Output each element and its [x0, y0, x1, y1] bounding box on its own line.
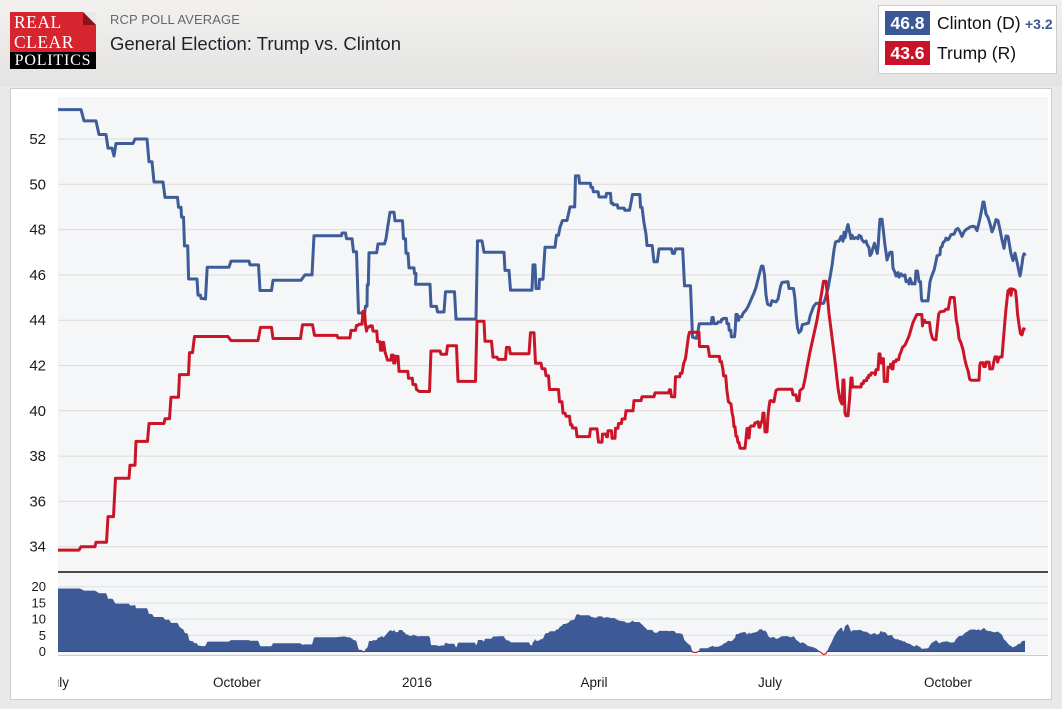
svg-text:5: 5: [39, 628, 46, 643]
svg-text:50: 50: [29, 176, 46, 193]
svg-text:July: July: [758, 675, 782, 690]
svg-text:52: 52: [29, 131, 46, 148]
svg-text:October: October: [213, 675, 262, 690]
svg-text:38: 38: [29, 448, 46, 465]
svg-text:10: 10: [32, 612, 46, 627]
svg-text:46: 46: [29, 267, 46, 284]
svg-text:October: October: [924, 675, 973, 690]
svg-text:42: 42: [29, 358, 46, 375]
svg-text:34: 34: [29, 539, 46, 556]
svg-text:40: 40: [29, 403, 46, 420]
svg-text:2016: 2016: [402, 675, 432, 690]
svg-text:April: April: [580, 675, 607, 690]
svg-text:July: July: [45, 675, 69, 690]
svg-text:15: 15: [32, 595, 46, 610]
svg-text:44: 44: [29, 312, 46, 329]
svg-text:48: 48: [29, 222, 46, 239]
svg-text:36: 36: [29, 493, 46, 510]
svg-text:20: 20: [32, 579, 46, 594]
svg-text:0: 0: [39, 644, 46, 659]
